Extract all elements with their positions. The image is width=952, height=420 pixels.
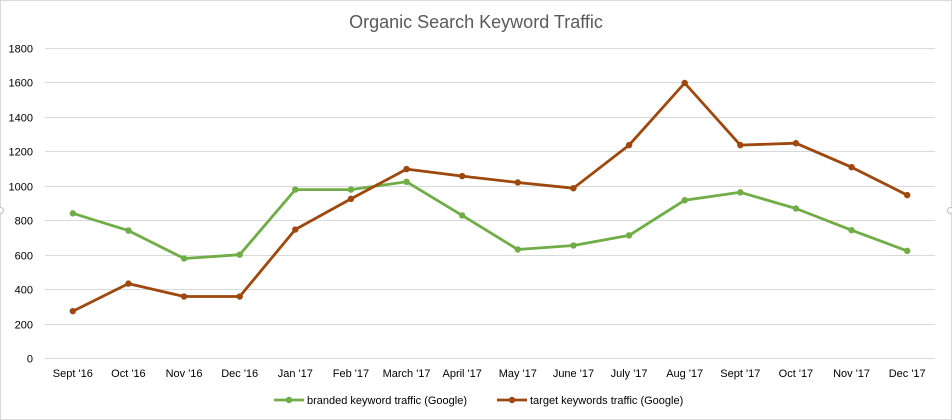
x-tick-label: Sept '17 (720, 368, 760, 380)
series-layer (69, 79, 911, 315)
data-point (792, 140, 800, 147)
data-point (570, 184, 577, 192)
legend-item: branded keyword traffic (Google) (274, 395, 467, 407)
x-tick-label: Feb '17 (333, 368, 369, 380)
data-point (848, 227, 855, 234)
y-tick-label: 1000 (9, 182, 33, 194)
y-tick-label: 600 (15, 251, 33, 263)
x-tick-label: Nov '16 (166, 368, 203, 380)
x-tick-label: July '17 (611, 368, 648, 380)
data-point (292, 226, 299, 233)
data-point (180, 293, 188, 300)
legend-item: target keywords traffic (Google) (497, 395, 683, 407)
series-1 (69, 178, 911, 262)
data-point (681, 197, 688, 204)
data-point (69, 307, 77, 315)
legend-label: branded keyword traffic (Google) (307, 395, 467, 407)
chart-title: Organic Search Keyword Traffic (349, 12, 603, 32)
data-point (347, 195, 355, 203)
y-tick-label: 200 (15, 320, 33, 332)
y-tick-label: 400 (15, 285, 33, 297)
legend-swatch-marker (508, 396, 516, 404)
y-axis: 0 200 400 600 800 1000 1200 1400 1600 1800 (9, 44, 33, 366)
x-tick-label: March '17 (383, 368, 431, 380)
data-point (792, 205, 800, 212)
data-point (403, 178, 410, 186)
data-point (625, 232, 633, 239)
data-point (737, 141, 744, 149)
data-point (514, 246, 522, 253)
data-point (125, 280, 132, 287)
x-tick-label: Sept '16 (53, 368, 93, 380)
data-point (903, 247, 911, 255)
data-point (458, 212, 466, 219)
data-point (625, 141, 633, 149)
data-point (236, 251, 243, 258)
series-line (71, 180, 909, 260)
y-tick-label: 0 (27, 354, 33, 366)
y-tick-label: 1800 (9, 44, 33, 56)
resize-handle-right[interactable] (947, 207, 952, 214)
x-tick-label: April '17 (442, 368, 481, 380)
data-point (180, 255, 188, 262)
data-point (292, 186, 299, 193)
data-point (514, 179, 522, 186)
legend-swatch-marker (285, 396, 293, 404)
y-tick-label: 1400 (9, 113, 33, 125)
x-tick-label: Aug '17 (666, 368, 703, 380)
x-axis: Sept '16 Oct '16 Nov '16 Dec '16 Jan '17 Feb … (53, 368, 926, 380)
data-point (403, 165, 410, 173)
data-point (347, 186, 355, 193)
legend: branded keyword traffic (Google) target k… (274, 395, 683, 407)
data-point (236, 293, 243, 300)
series-line (71, 81, 909, 313)
data-point (848, 163, 855, 171)
x-tick-label: Jan '17 (278, 368, 313, 380)
resize-handle-left[interactable] (0, 207, 4, 214)
series-2 (69, 79, 911, 315)
x-tick-label: Oct '16 (111, 368, 146, 380)
y-tick-label: 1600 (9, 78, 33, 90)
x-tick-label: Nov '17 (833, 368, 870, 380)
y-tick-label: 800 (15, 216, 33, 228)
x-tick-label: Dec '17 (889, 368, 926, 380)
data-point (69, 210, 77, 217)
data-point (458, 172, 466, 180)
x-tick-label: Dec '16 (221, 368, 258, 380)
data-point (903, 191, 911, 199)
grid-lines (45, 48, 935, 359)
data-point (570, 242, 577, 249)
y-tick-label: 1200 (9, 147, 33, 159)
x-tick-label: May '17 (499, 368, 537, 380)
data-point (737, 189, 744, 196)
x-tick-label: June '17 (553, 368, 594, 380)
data-point (125, 227, 132, 234)
x-tick-label: Oct '17 (779, 368, 814, 380)
data-point (681, 79, 688, 87)
legend-label: target keywords traffic (Google) (530, 395, 683, 407)
